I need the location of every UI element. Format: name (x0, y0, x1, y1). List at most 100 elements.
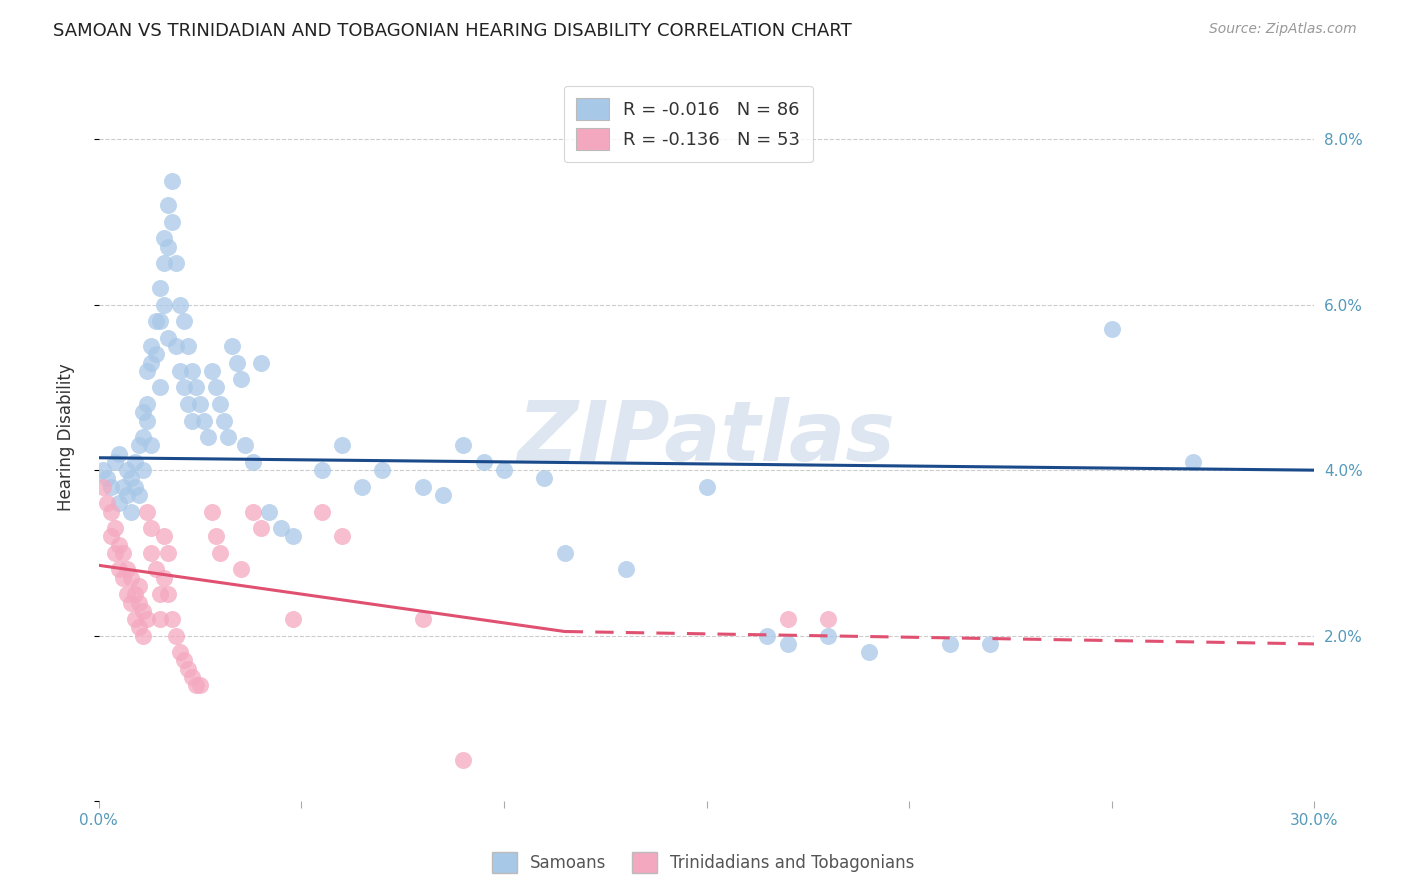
Point (173, 653, 195, 667)
Point (696, 480, 718, 494)
Point (136, 364, 159, 378)
Point (432, 488, 454, 502)
Point (104, 521, 127, 535)
Point (776, 612, 799, 626)
Point (132, 604, 155, 618)
Point (188, 678, 211, 692)
Point (979, 637, 1001, 651)
Point (124, 612, 146, 626)
Y-axis label: Hearing Disability: Hearing Disability (58, 363, 75, 511)
Point (214, 413, 236, 427)
Point (136, 397, 159, 411)
Point (91, 480, 114, 494)
Point (229, 372, 252, 386)
Point (145, 562, 167, 576)
Point (165, 629, 187, 643)
Point (124, 455, 146, 469)
Point (169, 298, 191, 312)
Point (104, 546, 127, 560)
Point (100, 480, 122, 494)
Point (100, 529, 122, 543)
Text: SAMOAN VS TRINIDADIAN AND TOBAGONIAN HEARING DISABILITY CORRELATION CHART: SAMOAN VS TRINIDADIAN AND TOBAGONIAN HEA… (53, 22, 852, 40)
Point (128, 579, 150, 593)
Point (96, 471, 118, 485)
Point (330, 529, 353, 543)
Point (156, 546, 179, 560)
Point (492, 463, 515, 477)
Point (193, 413, 215, 427)
Point (181, 413, 204, 427)
Point (270, 521, 292, 535)
Point (217, 430, 239, 444)
Point (120, 596, 142, 610)
Point (817, 629, 839, 643)
Point (120, 471, 142, 485)
Point (177, 339, 200, 353)
Point (554, 546, 576, 560)
Point (817, 612, 839, 626)
Point (283, 529, 305, 543)
Point (614, 562, 637, 576)
Point (156, 587, 179, 601)
Point (128, 596, 150, 610)
Point (169, 645, 191, 659)
Point (112, 571, 135, 585)
Point (115, 463, 138, 477)
Point (472, 455, 495, 469)
Point (100, 504, 122, 518)
Point (141, 355, 163, 369)
Point (132, 430, 155, 444)
Point (141, 339, 163, 353)
Point (858, 645, 880, 659)
Point (148, 380, 170, 394)
Point (205, 380, 228, 394)
Point (776, 637, 799, 651)
Point (104, 455, 127, 469)
Point (184, 678, 207, 692)
Text: ZIPatlas: ZIPatlas (517, 397, 896, 477)
Point (156, 331, 179, 345)
Point (330, 438, 353, 452)
Point (108, 538, 131, 552)
Point (145, 314, 167, 328)
Point (242, 455, 264, 469)
Point (250, 355, 273, 369)
Point (257, 504, 280, 518)
Point (141, 521, 163, 535)
Point (148, 612, 170, 626)
Point (188, 397, 211, 411)
Point (311, 504, 333, 518)
Point (141, 546, 163, 560)
Point (112, 546, 135, 560)
Point (136, 504, 159, 518)
Point (115, 587, 138, 601)
Point (108, 562, 131, 576)
Point (152, 571, 174, 585)
Point (120, 504, 142, 518)
Point (173, 314, 195, 328)
Point (205, 529, 228, 543)
Point (201, 364, 224, 378)
Point (221, 339, 243, 353)
Point (1101, 322, 1123, 336)
Point (412, 480, 434, 494)
Point (132, 405, 155, 419)
Point (181, 364, 204, 378)
Point (412, 612, 434, 626)
Point (197, 430, 219, 444)
Point (225, 355, 247, 369)
Point (169, 364, 191, 378)
Point (108, 496, 131, 510)
Point (165, 256, 187, 270)
Point (173, 380, 195, 394)
Point (152, 298, 174, 312)
Point (156, 198, 179, 212)
Point (120, 571, 142, 585)
Point (938, 637, 960, 651)
Point (112, 480, 135, 494)
Point (1181, 455, 1204, 469)
Point (242, 504, 264, 518)
Point (148, 587, 170, 601)
Point (250, 521, 273, 535)
Point (160, 215, 183, 229)
